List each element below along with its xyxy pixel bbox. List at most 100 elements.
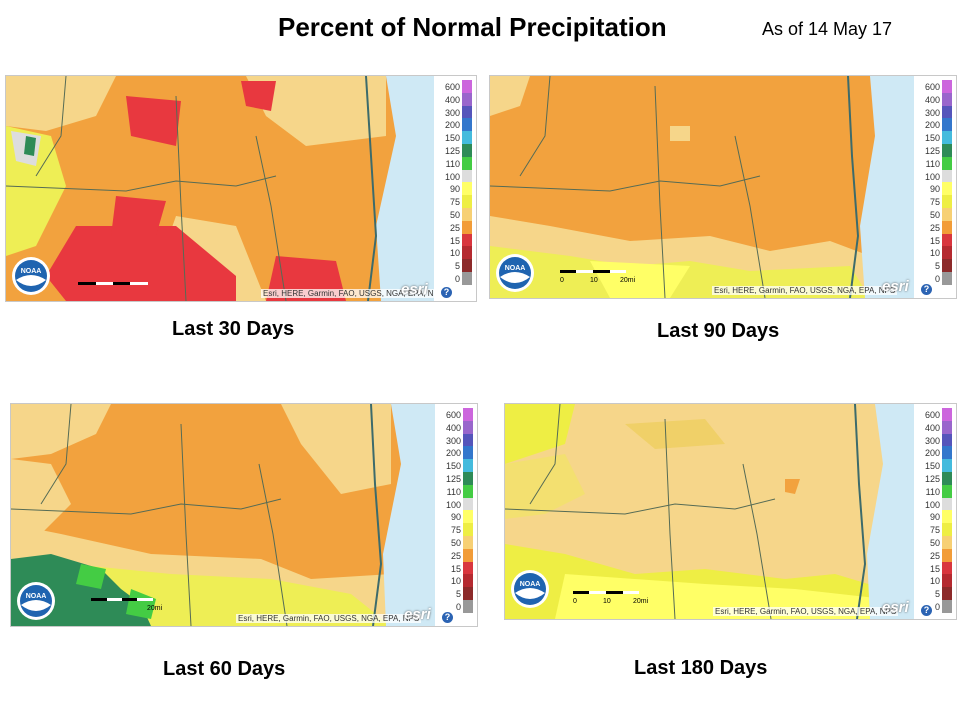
legend-swatch <box>942 408 952 421</box>
legend-row-300: 300 <box>434 105 476 121</box>
legend-label: 110 <box>445 158 460 169</box>
legend-row-400: 400 <box>434 92 476 108</box>
legend-swatch <box>463 548 473 562</box>
legend-swatch <box>462 208 472 221</box>
legend-label: 5 <box>454 261 460 272</box>
legend-label: 100 <box>924 171 940 182</box>
map-panel-last-60-days[interactable]: NOAA 20mi Esri, HERE, Garmin, FAO, USGS,… <box>10 403 478 627</box>
legend-label: 75 <box>929 197 940 208</box>
legend-row-200: 200 <box>434 118 476 133</box>
caption-last-180-days: Last 180 Days <box>634 657 768 679</box>
legend-label: 200 <box>924 448 940 459</box>
legend-row-150: 150 <box>914 131 956 146</box>
esri-logo: esri <box>882 599 909 616</box>
legend-row-100: 100 <box>914 169 956 185</box>
legend-row-15: 15 <box>914 233 956 249</box>
legend-swatch <box>942 259 952 272</box>
legend-swatch <box>463 510 473 524</box>
legend-swatch <box>942 574 952 588</box>
precipitation-map-last-30-days[interactable] <box>6 76 434 301</box>
legend-swatch <box>942 272 952 285</box>
legend-swatch <box>942 420 952 434</box>
map-panel-last-30-days[interactable]: NOAA Esri, HERE, Garmin, FAO, USGS, NGA,… <box>5 75 477 302</box>
precipitation-map-last-90-days[interactable] <box>490 76 914 298</box>
legend-row-25: 25 <box>914 548 956 564</box>
legend-label: 50 <box>929 538 940 548</box>
legend-row-50: 50 <box>914 208 956 223</box>
help-icon[interactable]: ? <box>442 612 453 623</box>
legend-label: 600 <box>924 82 940 92</box>
legend-label: 25 <box>929 550 940 561</box>
svg-text:NOAA: NOAA <box>505 265 526 272</box>
caption-last-30-days: Last 30 Days <box>172 318 295 340</box>
legend-label: 150 <box>445 461 461 472</box>
legend-swatch <box>942 233 952 247</box>
legend-swatch <box>942 220 952 234</box>
legend-label: 5 <box>934 261 940 272</box>
legend-label: 400 <box>445 422 461 433</box>
legend-row-90: 90 <box>914 182 956 197</box>
legend-label: 15 <box>929 563 940 574</box>
map-panel-last-90-days[interactable]: NOAA 0 10 20mi Esri, HERE, Garmin, FAO, … <box>489 75 957 299</box>
legend-row-400: 400 <box>914 92 956 108</box>
legend-label: 600 <box>924 410 940 420</box>
legend-swatch <box>462 233 472 247</box>
legend-swatch <box>463 600 473 613</box>
legend-swatch <box>463 408 473 421</box>
legend-row-600: 600 <box>435 408 477 423</box>
legend-label: 200 <box>445 448 461 459</box>
legend-row-25: 25 <box>434 220 476 236</box>
help-icon[interactable]: ? <box>441 287 452 298</box>
legend-label: 15 <box>929 235 940 246</box>
legend-row-300: 300 <box>435 433 477 449</box>
legend-row-200: 200 <box>435 446 477 461</box>
legend-swatch <box>942 80 952 93</box>
legend-label: 10 <box>449 248 460 259</box>
map-panel-last-180-days[interactable]: NOAA 0 10 20mi Esri, HERE, Garmin, FAO, … <box>504 403 957 620</box>
legend-label: 150 <box>444 133 460 144</box>
scale-bar: 20mi <box>91 597 171 618</box>
legend-label: 5 <box>934 589 940 600</box>
scale-label-0: 0 <box>560 277 564 284</box>
legend-row-125: 125 <box>914 472 956 487</box>
legend: 600 400 300 200 150 125 110 100 90 75 50 25 15 10 5 0 <box>434 76 476 301</box>
legend-swatch <box>942 105 952 119</box>
legend-row-0: 0 <box>914 600 956 615</box>
legend-label: 300 <box>445 435 461 446</box>
map-attribution: Esri, HERE, Garmin, FAO, USGS, NGA, EPA,… <box>236 614 422 623</box>
legend-swatch <box>463 536 473 549</box>
legend-swatch <box>462 259 472 272</box>
map-attribution: Esri, HERE, Garmin, FAO, USGS, NGA, EPA,… <box>713 607 899 616</box>
precipitation-map-last-60-days[interactable] <box>11 404 435 626</box>
help-icon[interactable]: ? <box>921 605 932 616</box>
legend-row-200: 200 <box>914 446 956 461</box>
legend-row-15: 15 <box>434 233 476 249</box>
legend-row-0: 0 <box>914 272 956 287</box>
legend-row-15: 15 <box>914 561 956 577</box>
legend-label: 400 <box>924 94 940 105</box>
scale-label-20mi: 20mi <box>147 605 163 612</box>
legend-label: 400 <box>444 94 460 105</box>
legend-row-90: 90 <box>434 182 476 197</box>
legend-row-125: 125 <box>914 144 956 159</box>
legend-label: 90 <box>449 184 460 195</box>
legend-row-25: 25 <box>914 220 956 236</box>
legend-label: 600 <box>444 82 460 92</box>
legend-swatch <box>463 446 473 460</box>
legend-swatch <box>942 472 952 485</box>
legend-row-25: 25 <box>435 548 477 564</box>
legend-label: 75 <box>929 525 940 536</box>
legend-label: 0 <box>934 602 940 612</box>
legend-swatch <box>942 523 952 536</box>
legend-label: 50 <box>929 210 940 220</box>
noaa-logo: NOAA <box>496 254 534 292</box>
help-icon[interactable]: ? <box>921 284 932 295</box>
legend-swatch <box>942 144 952 157</box>
legend-label: 90 <box>929 184 940 195</box>
legend-label: 200 <box>444 120 460 131</box>
legend-row-10: 10 <box>914 246 956 261</box>
precipitation-map-last-180-days[interactable] <box>505 404 914 619</box>
scale-label-0: 0 <box>573 598 577 605</box>
legend-label: 90 <box>929 512 940 523</box>
legend-row-600: 600 <box>434 80 476 95</box>
